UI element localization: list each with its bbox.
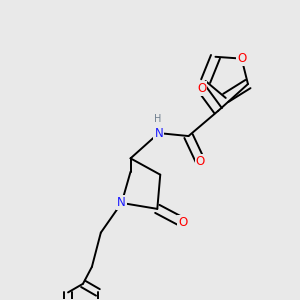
Text: H: H [154,114,161,124]
Text: O: O [237,52,246,65]
Text: O: O [197,82,206,95]
Text: N: N [117,196,126,209]
Text: O: O [178,216,187,229]
Text: N: N [154,127,163,140]
Text: O: O [196,155,205,168]
